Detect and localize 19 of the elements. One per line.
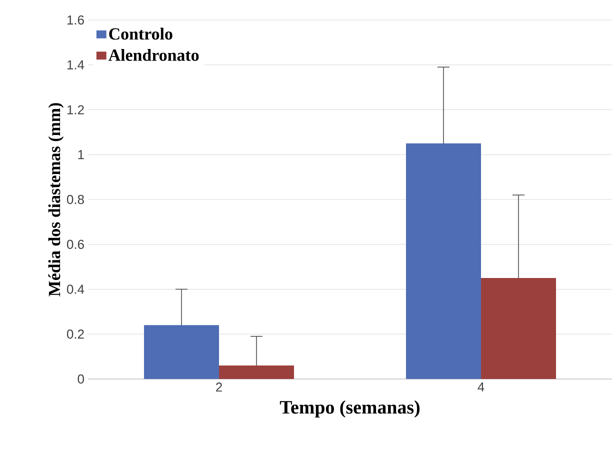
y-tick-label: 0.2 (66, 330, 84, 339)
y-axis-title: Média dos diastemas (mm) (48, 103, 64, 296)
y-tick-label: 0.4 (66, 284, 84, 294)
x-axis-title: Tempo (semanas) (280, 400, 420, 418)
bar (219, 366, 294, 379)
y-tick-label: 1.2 (67, 105, 84, 114)
x-tick-label: 4 (478, 382, 484, 392)
bar (406, 143, 482, 379)
y-tick-label: 1.4 (67, 60, 84, 70)
y-tick-label: 1.6 (67, 15, 84, 25)
bar (481, 278, 556, 379)
legend-label: Alendronato (108, 48, 199, 61)
y-tick-label: 0.8 (66, 194, 84, 204)
y-tick-label: 1 (78, 150, 84, 160)
legend-label: Controlo (109, 28, 172, 40)
x-tick-label: 2 (216, 382, 222, 392)
bar (144, 325, 220, 379)
y-tick-label: 0.6 (66, 240, 84, 249)
y-tick-label: 0 (78, 374, 84, 384)
